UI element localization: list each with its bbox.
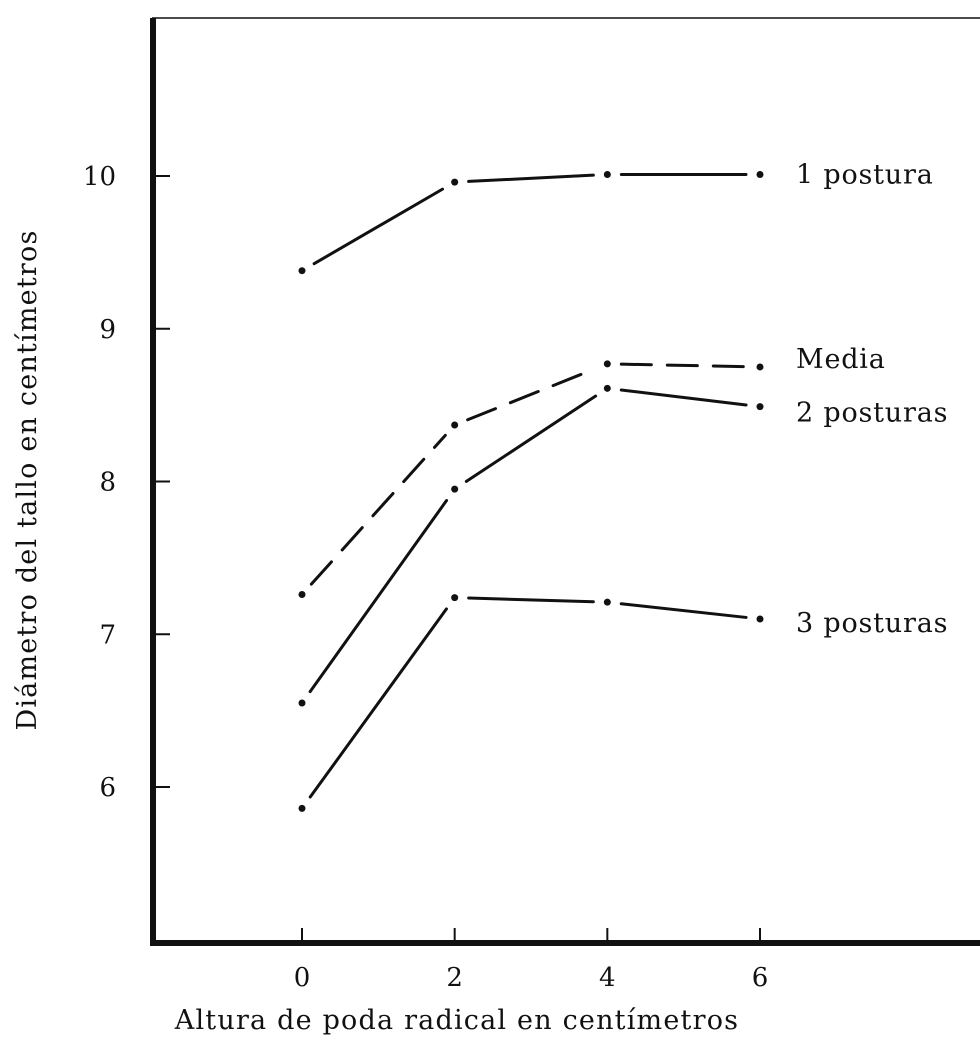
y-tick-label: 6: [99, 773, 116, 803]
x-tick-label: 0: [294, 963, 311, 993]
y-tick-label: 9: [99, 315, 116, 345]
data-point: [756, 170, 764, 178]
series-line-segment: [312, 187, 445, 266]
data-point: [451, 178, 459, 186]
series-line-segment: [619, 388, 748, 407]
data-point: [451, 421, 459, 429]
series-labels: 1 postura Media 2 posturas 3 posturas: [796, 159, 948, 639]
data-point: [603, 384, 611, 392]
y-axis: 6 7 8 9 10: [83, 162, 170, 803]
y-tick-label: 8: [99, 468, 116, 498]
data-point: [298, 699, 306, 707]
data-point: [603, 170, 611, 178]
series-label: 1 postura: [796, 159, 934, 190]
series-line-segment: [467, 173, 595, 183]
series-1-postura: [298, 170, 764, 275]
x-axis: 0 2 4 6: [294, 928, 769, 993]
series-line-segment: [619, 602, 748, 619]
series-2-posturas: [298, 384, 764, 707]
data-point: [756, 363, 764, 371]
data-point: [756, 403, 764, 411]
y-axis-title: Diámetro del tallo en centímetros: [12, 229, 43, 730]
series-label: Media: [796, 344, 886, 375]
series-line-segment: [467, 596, 595, 604]
y-tick-label: 7: [99, 620, 116, 650]
series-line-segment: [619, 362, 748, 369]
series-line-segment: [309, 433, 447, 586]
data-point: [451, 594, 459, 602]
series-line-segment: [308, 607, 448, 799]
data-point: [298, 267, 306, 275]
x-tick-label: 4: [599, 963, 616, 993]
series-line-segment: [466, 367, 596, 422]
series-line-segment: [308, 499, 449, 694]
data-point: [603, 360, 611, 368]
series-label: 2 posturas: [796, 398, 948, 429]
data-point: [603, 598, 611, 606]
series-media: [298, 360, 764, 599]
series-3-posturas: [298, 594, 764, 812]
data-point: [756, 615, 764, 623]
x-axis-title: Altura de poda radical en centímetros: [174, 1005, 739, 1036]
series-lines: [298, 170, 764, 812]
y-tick-label: 10: [83, 162, 116, 192]
data-point: [298, 804, 306, 812]
x-tick-label: 2: [446, 963, 463, 993]
data-point: [451, 485, 459, 493]
series-label: 3 posturas: [796, 608, 948, 639]
x-tick-label: 6: [752, 963, 769, 993]
series-line-segment: [464, 394, 598, 483]
plot-frame: [150, 17, 980, 946]
data-point: [298, 591, 306, 599]
